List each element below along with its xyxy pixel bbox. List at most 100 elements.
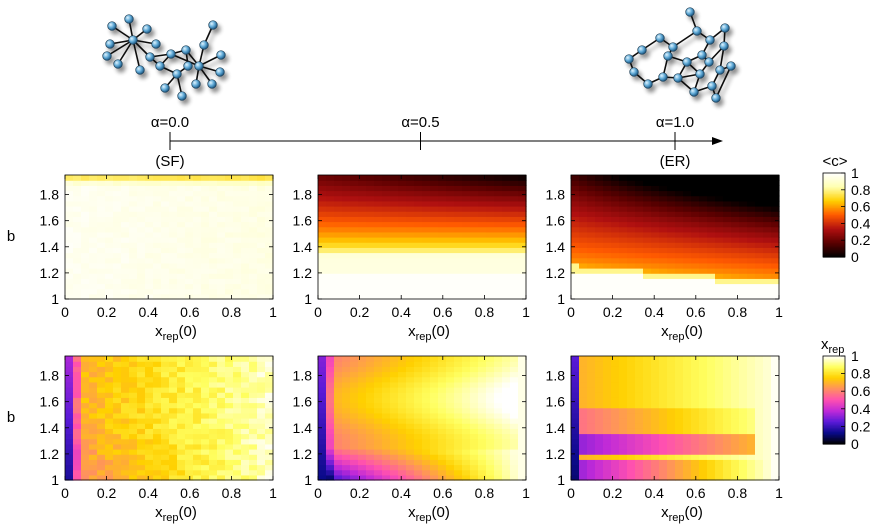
- colorbar-label: xrep: [821, 336, 844, 356]
- heatmap-cell: [89, 262, 98, 269]
- heatmap-cell: [462, 283, 471, 290]
- heatmap-cell: [366, 257, 375, 264]
- x-axis-label-suffix: (0): [432, 504, 450, 521]
- heatmap-cell: [699, 392, 708, 398]
- heatmap-cell: [390, 216, 399, 223]
- heatmap-cell: [342, 469, 351, 476]
- heatmap-cell: [318, 288, 327, 295]
- heatmap-cell: [374, 216, 383, 223]
- heatmap-cell: [358, 293, 367, 300]
- heatmap-cell: [201, 211, 210, 217]
- heatmap-cell: [502, 231, 511, 238]
- heatmap-cell: [73, 180, 82, 186]
- heatmap-cell: [406, 356, 415, 362]
- heatmap-cell: [518, 443, 527, 450]
- heatmap-cell: [121, 211, 130, 217]
- heatmap-cell: [137, 273, 146, 279]
- heatmap-cell: [731, 449, 740, 455]
- heatmap-cell: [611, 433, 620, 440]
- heatmap-cell: [233, 438, 242, 445]
- heatmap-cell: [739, 185, 748, 192]
- x-tick-label: 0.2: [350, 485, 370, 501]
- heatmap-cell: [209, 247, 218, 254]
- heatmap-cell: [334, 464, 343, 471]
- heatmap-cell: [595, 418, 604, 424]
- heatmap-cell: [161, 376, 170, 383]
- heatmap-cell: [755, 464, 764, 471]
- heatmap-cell: [627, 423, 636, 429]
- heatmap-cell: [113, 211, 122, 217]
- heatmap-cell: [145, 206, 154, 212]
- heatmap-cell: [619, 402, 628, 409]
- heatmap-cell: [518, 190, 527, 197]
- heatmap-cell: [334, 242, 343, 248]
- heatmap-cell: [233, 469, 242, 476]
- heatmap-cell: [105, 283, 114, 290]
- heatmap-cell: [494, 381, 503, 388]
- heatmap-cell: [587, 464, 596, 471]
- heatmap-cell: [739, 387, 748, 393]
- colorbar-segment: [823, 199, 845, 202]
- heatmap-cell: [249, 361, 258, 367]
- heatmap-cell: [217, 356, 226, 362]
- heatmap-cell: [217, 200, 226, 207]
- heatmap-cell: [406, 262, 415, 269]
- heatmap-cell: [430, 283, 439, 290]
- heatmap-cell: [486, 211, 495, 217]
- heatmap-cell: [185, 418, 194, 424]
- heatmap-cell: [145, 423, 154, 429]
- heatmap-cell: [667, 237, 676, 243]
- heatmap-cell: [462, 200, 471, 207]
- heatmap-cell: [494, 242, 503, 248]
- heatmap-cell: [358, 283, 367, 290]
- heatmap-cell: [635, 418, 644, 424]
- heatmap-cell: [382, 433, 391, 440]
- heatmap-cell: [414, 412, 423, 419]
- heatmap-cell: [747, 216, 756, 223]
- heatmap-cell: [153, 454, 162, 460]
- heatmap-cell: [169, 268, 178, 274]
- heatmap-cell: [358, 474, 367, 481]
- heatmap-cell: [619, 449, 628, 455]
- heatmap-cell: [81, 242, 90, 248]
- heatmap-cell: [643, 231, 652, 238]
- heatmap-cell: [358, 459, 367, 466]
- heatmap-cell: [358, 387, 367, 393]
- heatmap-cell: [486, 180, 495, 186]
- heatmap-cell: [430, 190, 439, 197]
- heatmap-cell: [65, 412, 74, 419]
- heatmap-cell: [755, 423, 764, 429]
- heatmap-cell: [454, 454, 463, 460]
- heatmap-cell: [510, 190, 519, 197]
- heatmap-cell: [603, 469, 612, 476]
- heatmap-cell: [185, 257, 194, 264]
- heatmap-cell: [342, 371, 351, 378]
- heatmap-cell: [699, 407, 708, 414]
- heatmap-cell: [366, 371, 375, 378]
- heatmap-cell: [595, 175, 604, 181]
- heatmap-cell: [603, 211, 612, 217]
- network-node: [704, 57, 714, 67]
- heatmap-cell: [65, 206, 74, 212]
- heatmap-cell: [89, 464, 98, 471]
- heatmap-cell: [161, 283, 170, 290]
- heatmap-cell: [494, 226, 503, 233]
- heatmap-cell: [635, 361, 644, 367]
- heatmap-cell: [635, 262, 644, 269]
- heatmap-cell: [382, 469, 391, 476]
- heatmap-cell: [731, 469, 740, 476]
- heatmap-cell: [510, 387, 519, 393]
- heatmap-cell: [518, 288, 527, 295]
- y-tick-label: 1.4: [546, 420, 566, 436]
- heatmap-cell: [723, 216, 732, 223]
- heatmap-cell: [257, 200, 266, 207]
- heatmap-cell: [683, 428, 692, 435]
- heatmap-cell: [105, 454, 114, 460]
- heatmap-cell: [651, 371, 660, 378]
- heatmap-cell: [587, 262, 596, 269]
- heatmap-cell: [217, 175, 226, 181]
- heatmap-cell: [374, 262, 383, 269]
- heatmap-cell: [257, 356, 266, 362]
- heatmap-cell: [169, 464, 178, 471]
